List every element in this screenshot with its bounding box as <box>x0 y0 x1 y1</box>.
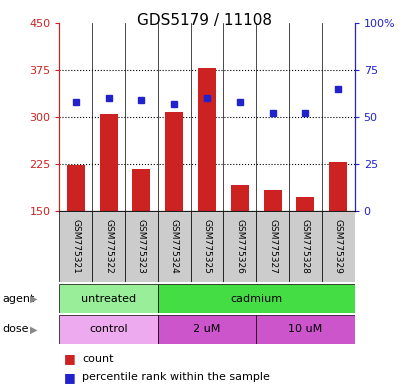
Text: GSM775327: GSM775327 <box>267 219 276 274</box>
Text: ▶: ▶ <box>30 293 37 304</box>
Bar <box>190 211 223 282</box>
Bar <box>256 315 354 344</box>
Text: GSM775329: GSM775329 <box>333 219 342 274</box>
Bar <box>328 162 346 211</box>
Text: GDS5179 / 11108: GDS5179 / 11108 <box>137 13 272 28</box>
Text: GSM775323: GSM775323 <box>137 219 146 274</box>
Text: count: count <box>82 354 113 364</box>
Text: dose: dose <box>2 324 29 334</box>
Text: cadmium: cadmium <box>229 293 282 304</box>
Bar <box>157 284 354 313</box>
Text: GSM775322: GSM775322 <box>104 219 113 274</box>
Text: ▶: ▶ <box>30 324 37 334</box>
Bar <box>198 68 216 211</box>
Bar <box>67 165 85 211</box>
Bar <box>99 114 117 211</box>
Bar <box>59 284 157 313</box>
Bar <box>125 211 157 282</box>
Bar <box>157 315 256 344</box>
Text: GSM775328: GSM775328 <box>300 219 309 274</box>
Text: GSM775325: GSM775325 <box>202 219 211 274</box>
Text: agent: agent <box>2 293 34 304</box>
Bar <box>288 211 321 282</box>
Text: ■: ■ <box>63 353 75 366</box>
Bar <box>296 197 314 211</box>
Bar <box>59 211 92 282</box>
Bar <box>165 112 183 211</box>
Text: GSM775324: GSM775324 <box>169 219 178 274</box>
Bar <box>256 211 288 282</box>
Bar <box>59 315 157 344</box>
Bar <box>132 169 150 211</box>
Text: untreated: untreated <box>81 293 136 304</box>
Bar <box>157 211 190 282</box>
Text: percentile rank within the sample: percentile rank within the sample <box>82 372 269 382</box>
Text: ■: ■ <box>63 371 75 384</box>
Text: GSM775326: GSM775326 <box>235 219 244 274</box>
Text: control: control <box>89 324 128 334</box>
Bar <box>230 185 248 211</box>
Bar <box>321 211 354 282</box>
Bar <box>223 211 256 282</box>
Text: 2 uM: 2 uM <box>193 324 220 334</box>
Text: 10 uM: 10 uM <box>288 324 322 334</box>
Text: GSM775321: GSM775321 <box>71 219 80 274</box>
Bar <box>263 190 281 211</box>
Bar <box>92 211 125 282</box>
